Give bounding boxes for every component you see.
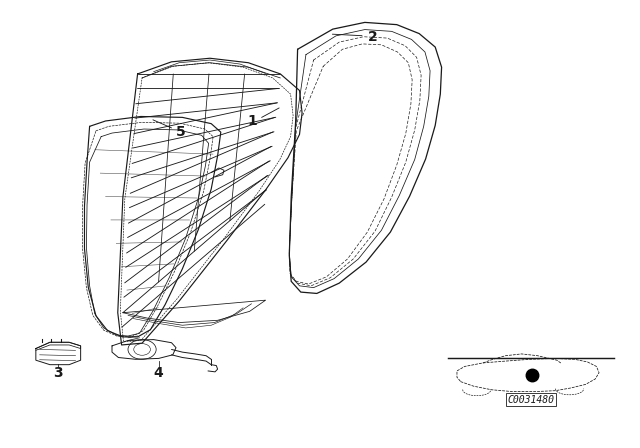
Text: 4: 4 — [154, 366, 164, 380]
Text: 2: 2 — [368, 30, 378, 44]
Text: 3: 3 — [52, 366, 63, 380]
Text: 1: 1 — [248, 114, 258, 128]
Text: 5: 5 — [176, 125, 186, 139]
Text: C0031480: C0031480 — [508, 395, 555, 405]
